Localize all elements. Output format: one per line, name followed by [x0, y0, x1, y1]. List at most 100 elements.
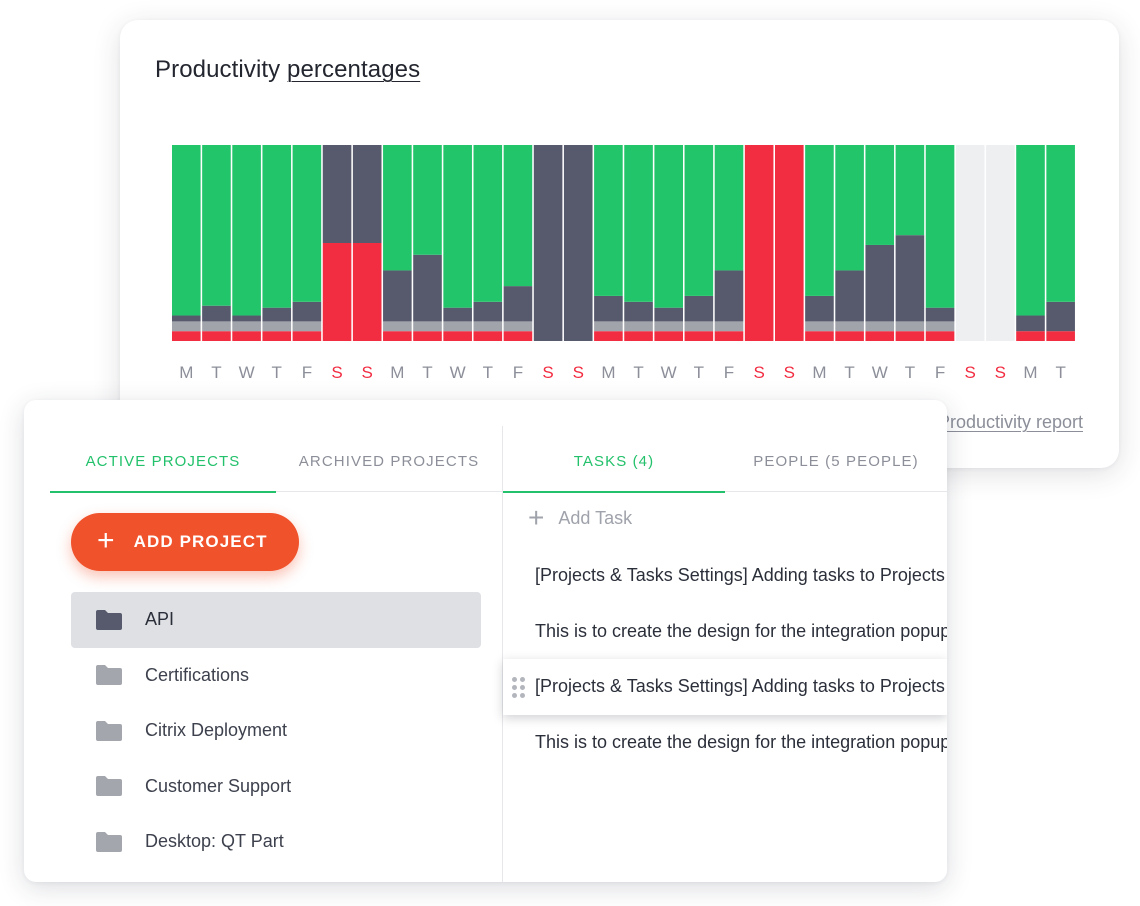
chart-bar-productive-segment — [292, 145, 322, 302]
chart-bar-unproductive-segment — [352, 243, 382, 341]
chart-bar-neutral-band-segment — [292, 321, 322, 332]
chart-tick-label: M — [390, 363, 404, 382]
chart-bar-productive-segment — [895, 145, 925, 236]
task-label: This is to create the design for the int… — [535, 620, 947, 641]
column-divider — [502, 426, 503, 882]
chart-bar-neutral-band-segment — [443, 321, 472, 332]
project-label: Customer Support — [145, 775, 292, 796]
project-label: Desktop: QT Part — [145, 831, 284, 852]
project-list: API Certifications Citrix Deployment Custom… — [71, 592, 481, 870]
chart-tick-label: T — [272, 363, 282, 382]
productivity-title-prefix: Productivity — [155, 56, 288, 83]
plus-icon: + — [528, 502, 545, 533]
add-project-label: ADD PROJECT — [133, 532, 268, 551]
productivity-title-link[interactable]: percentages — [287, 56, 421, 83]
chart-bar-unproductive-segment — [172, 331, 201, 341]
folder-icon — [95, 775, 123, 797]
plus-icon: + — [97, 523, 116, 557]
chart-bar-productive-segment — [1046, 145, 1075, 302]
task-list-item[interactable]: [Projects & Tasks Settings] Adding tasks… — [503, 548, 947, 604]
project-list-item[interactable]: Certifications — [71, 648, 481, 704]
task-list: [Projects & Tasks Settings] Adding tasks… — [503, 548, 947, 770]
chart-bar-neutral-segment — [413, 254, 442, 322]
chart-bar-neutral-band-segment — [714, 321, 744, 332]
chart-bar-productive-segment — [654, 145, 683, 308]
chart-bar-neutral-band-segment — [473, 321, 503, 332]
folder-icon — [95, 609, 123, 631]
chart-bar-unproductive-segment — [383, 331, 412, 341]
chart-tick-label: T — [483, 363, 493, 382]
chart-bar-neutral-segment — [624, 301, 653, 322]
add-task-label: Add Task — [558, 507, 633, 528]
chart-bar-neutral-segment — [895, 235, 925, 322]
chart-bar-neutral-band-segment — [624, 321, 653, 332]
chart-bar-productive-segment — [232, 145, 261, 316]
chart-bar-neutral-segment — [594, 295, 623, 322]
project-list-item[interactable]: Citrix Deployment — [71, 703, 481, 759]
chart-tick-label: W — [450, 363, 466, 382]
folder-icon — [95, 664, 123, 686]
project-list-item[interactable]: API — [71, 592, 481, 648]
chart-bar-neutral-band-segment — [594, 321, 623, 332]
chart-bar-neutral-segment — [563, 145, 593, 341]
projects-tabs: ACTIVE PROJECTS ARCHIVED PROJECTS — [50, 430, 502, 493]
chart-bar-productive-segment — [865, 145, 895, 245]
tab-people[interactable]: PEOPLE (5 PEOPLE) — [753, 452, 919, 470]
tab-archived-projects[interactable]: ARCHIVED PROJECTS — [298, 452, 480, 470]
add-task-button[interactable]: + Add Task — [528, 504, 632, 532]
chart-tick-label: F — [935, 363, 945, 382]
chart-bar-productive-segment — [594, 145, 623, 296]
task-list-item[interactable]: [Projects & Tasks Settings] Adding tasks… — [503, 659, 947, 715]
chart-bar-neutral-segment — [1016, 315, 1045, 332]
chart-bar-neutral-segment — [714, 270, 744, 322]
chart-bar-unproductive-segment — [202, 331, 231, 341]
productivity-report-link[interactable]: Productivity report — [937, 412, 1083, 432]
chart-bar-unproductive-segment — [503, 331, 533, 341]
chart-tick-label: T — [633, 363, 643, 382]
chart-tick-label: S — [573, 363, 584, 382]
chart-bar-neutral-band-segment — [684, 321, 714, 332]
chart-tick-label: S — [331, 363, 342, 382]
chart-bar-neutral-segment — [232, 315, 261, 322]
chart-tick-label: T — [422, 363, 432, 382]
chart-bar-unproductive-segment — [865, 331, 895, 341]
chart-tick-label: T — [694, 363, 704, 382]
tab-tasks[interactable]: TASKS (4) — [503, 430, 725, 493]
chart-tick-label: S — [362, 363, 373, 382]
add-project-button[interactable]: + ADD PROJECT — [71, 513, 299, 571]
chart-bar-neutral-segment — [865, 244, 895, 322]
chart-bar-nodata — [955, 145, 985, 341]
chart-bar-productive-segment — [835, 145, 864, 271]
chart-bar-neutral-band-segment — [503, 321, 533, 332]
task-list-item[interactable]: This is to create the design for the int… — [503, 604, 947, 660]
chart-bar-productive-segment — [262, 145, 292, 308]
chart-bar-neutral-band-segment — [413, 321, 442, 332]
chart-tick-label: F — [724, 363, 734, 382]
chart-tick-label: T — [211, 363, 221, 382]
task-label: This is to create the design for the int… — [535, 731, 947, 752]
chart-bar-neutral-band-segment — [202, 321, 231, 332]
project-list-item[interactable]: Customer Support — [71, 759, 481, 815]
chart-bar-neutral-band-segment — [865, 321, 895, 332]
chart-bar-neutral-segment — [654, 307, 683, 322]
chart-bar-unproductive-segment — [443, 331, 472, 341]
chart-bar-nodata — [986, 145, 1015, 341]
chart-tick-label: M — [601, 363, 615, 382]
project-list-item[interactable]: Desktop: QT Part — [71, 814, 481, 870]
drag-handle-icon[interactable] — [512, 677, 526, 699]
chart-bar-unproductive-segment — [744, 145, 774, 341]
chart-bar-neutral-segment — [262, 307, 292, 322]
project-label: API — [145, 609, 175, 630]
chart-bar-unproductive-segment — [925, 331, 955, 341]
chart-bar-neutral-segment — [383, 270, 412, 322]
chart-bar-unproductive-segment — [684, 331, 714, 341]
chart-bar-unproductive-segment — [1016, 331, 1045, 341]
tab-active-projects[interactable]: ACTIVE PROJECTS — [50, 430, 276, 493]
chart-tick-label: S — [753, 363, 764, 382]
chart-bar-unproductive-segment — [322, 243, 352, 341]
task-list-item[interactable]: This is to create the design for the int… — [503, 715, 947, 771]
chart-tick-label: W — [239, 363, 255, 382]
chart-bar-unproductive-segment — [624, 331, 653, 341]
